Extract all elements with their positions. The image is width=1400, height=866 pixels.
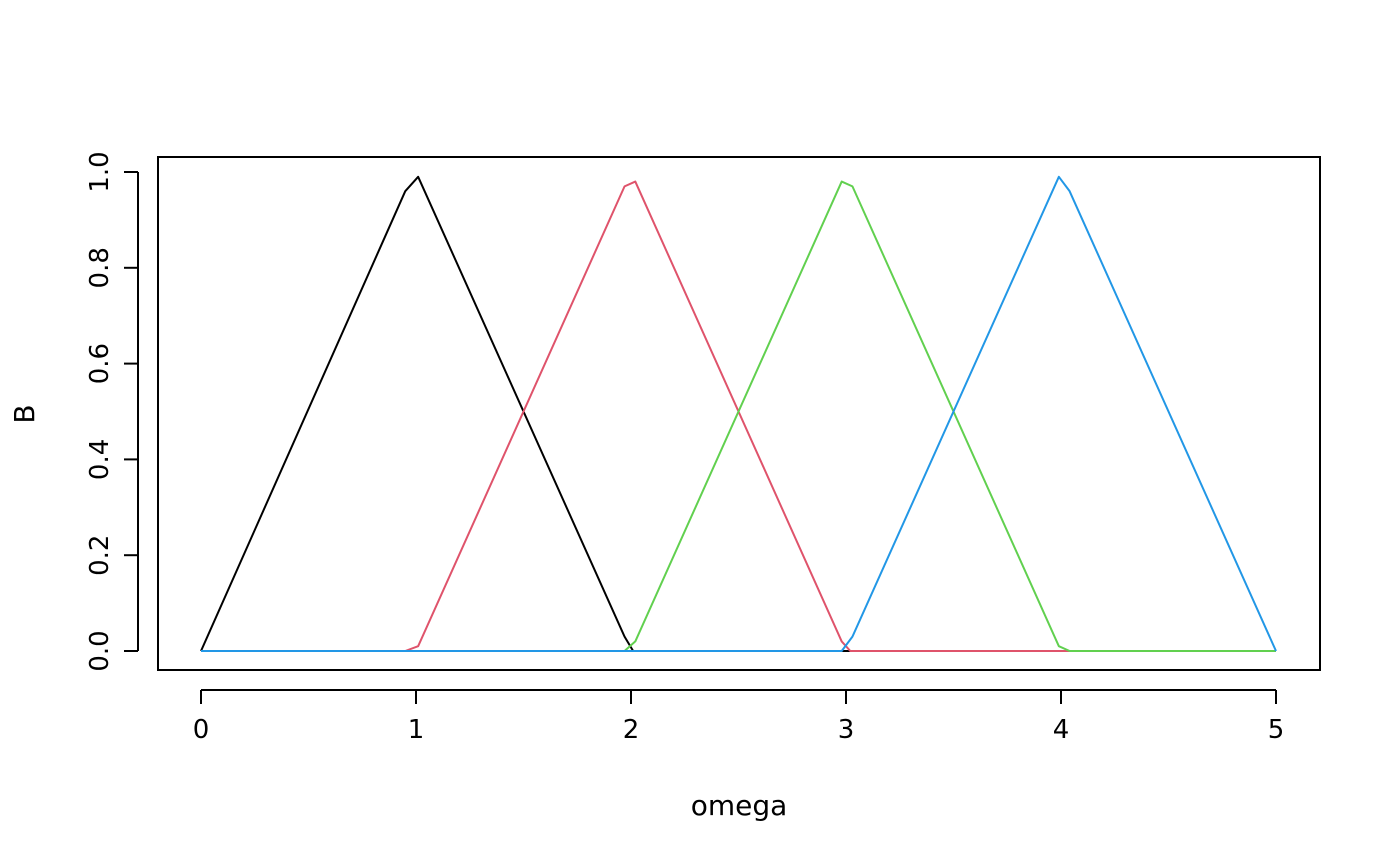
y-tick-label: 0.4 <box>85 439 115 480</box>
series-line-2 <box>201 180 1276 652</box>
x-tick-label: 5 <box>1268 715 1285 745</box>
x-tick-label: 4 <box>1053 715 1070 745</box>
x-tick-label: 3 <box>838 715 855 745</box>
y-tick-label: 0.6 <box>85 343 115 384</box>
y-ticks: 0.0 0.2 0.4 0.6 0.8 1.0 <box>85 151 138 672</box>
x-tick-label: 2 <box>623 715 640 745</box>
y-tick-label: 1.0 <box>85 151 115 192</box>
y-tick-label: 0.0 <box>85 630 115 671</box>
x-axis-title: omega <box>691 789 788 822</box>
y-tick-label: 0.2 <box>85 535 115 576</box>
series-group <box>200 175 1277 652</box>
series-line-3 <box>201 180 1276 652</box>
y-tick-label: 0.8 <box>85 247 115 288</box>
plot-box <box>157 156 1321 671</box>
x-ticks: 0 1 2 3 4 5 <box>193 690 1285 745</box>
x-tick-label: 1 <box>408 715 425 745</box>
x-tick-label: 0 <box>193 715 210 745</box>
series-line-4 <box>201 175 1277 652</box>
y-axis-title: B <box>8 404 41 423</box>
